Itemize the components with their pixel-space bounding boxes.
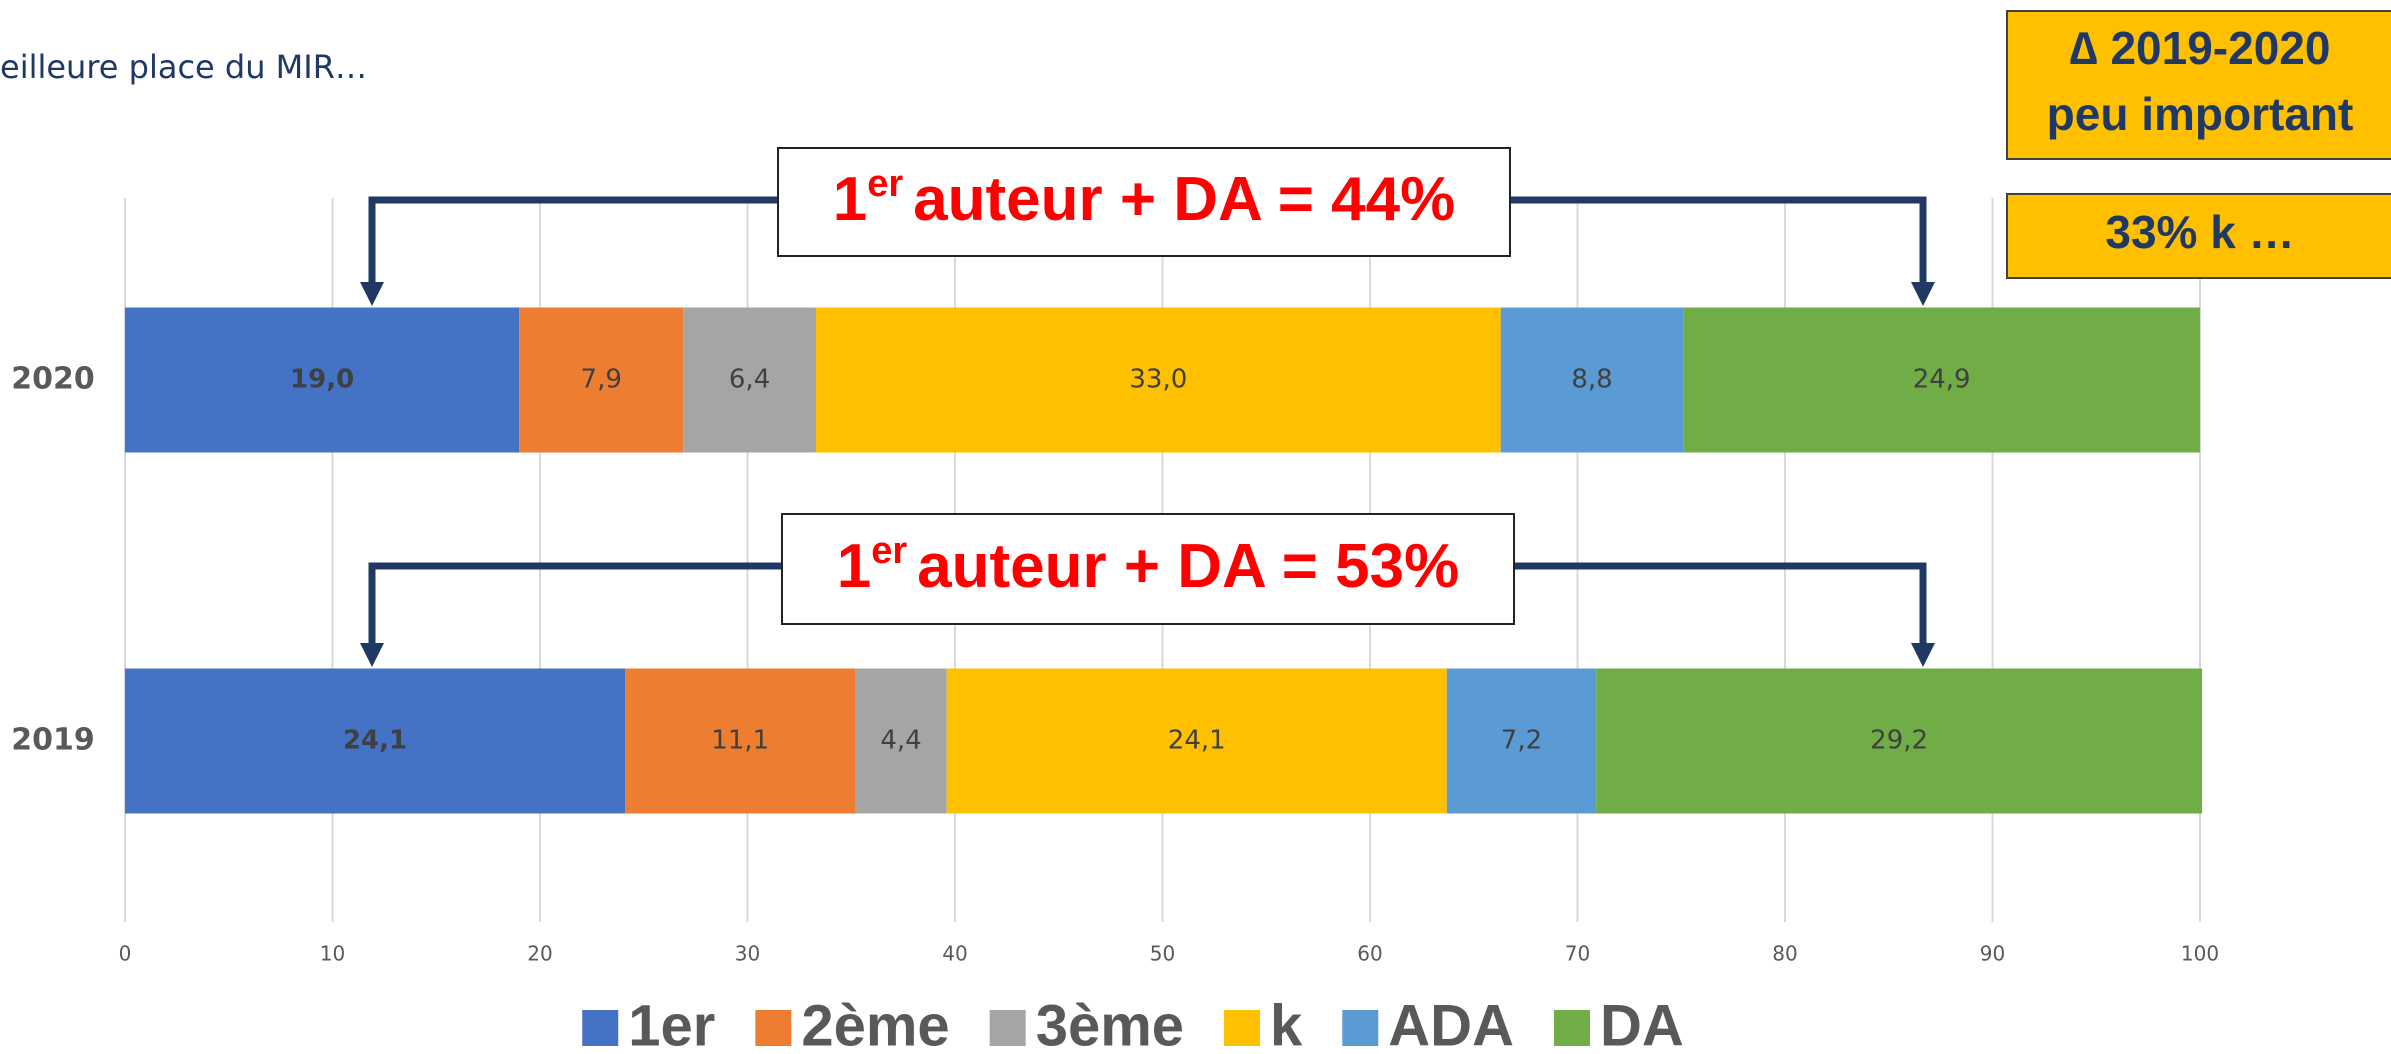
bar-segment	[946, 668, 1447, 814]
value-label: 24,9	[1913, 365, 1971, 395]
value-label: 29,2	[1870, 726, 1928, 756]
annotation-part: 1	[833, 165, 867, 234]
arrow-head	[360, 643, 384, 667]
value-label: 8,8	[1571, 365, 1612, 395]
legend-label: 2ème	[801, 993, 949, 1054]
bracket-arrow	[368, 562, 782, 647]
bar-segment	[125, 307, 520, 453]
arrow-head	[1911, 643, 1935, 667]
legend-label: DA	[1600, 993, 1684, 1054]
bar-segment	[625, 668, 856, 814]
x-tick-label: 90	[1980, 942, 2005, 966]
y-tick-label: 2019	[11, 723, 95, 758]
annotation-sup: er	[867, 163, 903, 205]
legend-swatch	[1224, 1010, 1261, 1046]
value-label: 33,0	[1129, 365, 1187, 395]
note-text: peu important	[2047, 88, 2354, 140]
legend-swatch	[755, 1010, 792, 1046]
value-label: 24,1	[343, 726, 407, 756]
annotation-part: auteur + DA = 44%	[913, 165, 1455, 234]
bracket-arrow	[1514, 562, 1927, 647]
value-label: 4,4	[880, 726, 921, 756]
bar-segment	[519, 307, 684, 453]
x-tick-label: 60	[1357, 942, 1382, 966]
legend-label: 3ème	[1036, 993, 1184, 1054]
bar-segment	[815, 307, 1501, 453]
legend-swatch	[989, 1010, 1026, 1046]
value-label: 11,1	[711, 726, 769, 756]
x-tick-label: 20	[527, 942, 552, 966]
value-label: 7,2	[1501, 726, 1542, 756]
value-label: 6,4	[729, 365, 770, 395]
annotation: 1er auteur + DA = 53%	[837, 530, 1460, 601]
y-tick-label: 2020	[11, 362, 95, 397]
bar-segment	[1500, 307, 1684, 453]
bracket-arrow	[1510, 196, 1927, 286]
note-box	[2006, 193, 2391, 279]
legend-swatch	[1342, 1010, 1379, 1046]
annotation: 1er auteur + DA = 44%	[833, 163, 1456, 234]
x-tick-label: 100	[2181, 942, 2219, 966]
legend-label: 1er	[628, 993, 715, 1054]
x-tick-label: 10	[320, 942, 345, 966]
bar-segment	[855, 668, 947, 814]
value-label: 19,0	[290, 365, 354, 395]
legend-label: ADA	[1388, 993, 1514, 1054]
legend-swatch	[582, 1010, 619, 1046]
value-label: 24,1	[1168, 726, 1226, 756]
annotation-box	[781, 513, 1515, 625]
annotation-part: 1	[837, 532, 871, 601]
arrow-head	[1911, 282, 1935, 306]
legend-label: k	[1270, 993, 1303, 1054]
annotation-sup: er	[871, 530, 907, 572]
note-box	[2006, 10, 2391, 160]
legend: 1er 2ème 3ème k ADA DA	[582, 993, 1684, 1054]
legend-swatch	[1553, 1010, 1590, 1046]
bar-segment	[125, 668, 626, 814]
x-tick-label: 50	[1150, 942, 1175, 966]
bar-segment	[1446, 668, 1597, 814]
x-tick-label: 70	[1565, 942, 1590, 966]
annotation-box	[777, 147, 1511, 257]
bar-segment	[1683, 307, 2200, 453]
bar-segment	[683, 307, 816, 453]
annotation-part: auteur + DA = 53%	[917, 532, 1459, 601]
arrow-head	[360, 282, 384, 306]
note-text: ∆ 2019-2020	[2070, 22, 2331, 74]
x-tick-label: 80	[1772, 942, 1797, 966]
note-text: 33% k …	[2105, 206, 2294, 258]
x-tick-label: 30	[735, 942, 760, 966]
chart-title: eilleure place du MIR…	[0, 48, 367, 86]
bar-segment	[1596, 668, 2203, 814]
value-label: 7,9	[581, 365, 622, 395]
bracket-arrow	[368, 196, 778, 286]
x-tick-label: 0	[119, 942, 132, 966]
x-tick-label: 40	[942, 942, 967, 966]
